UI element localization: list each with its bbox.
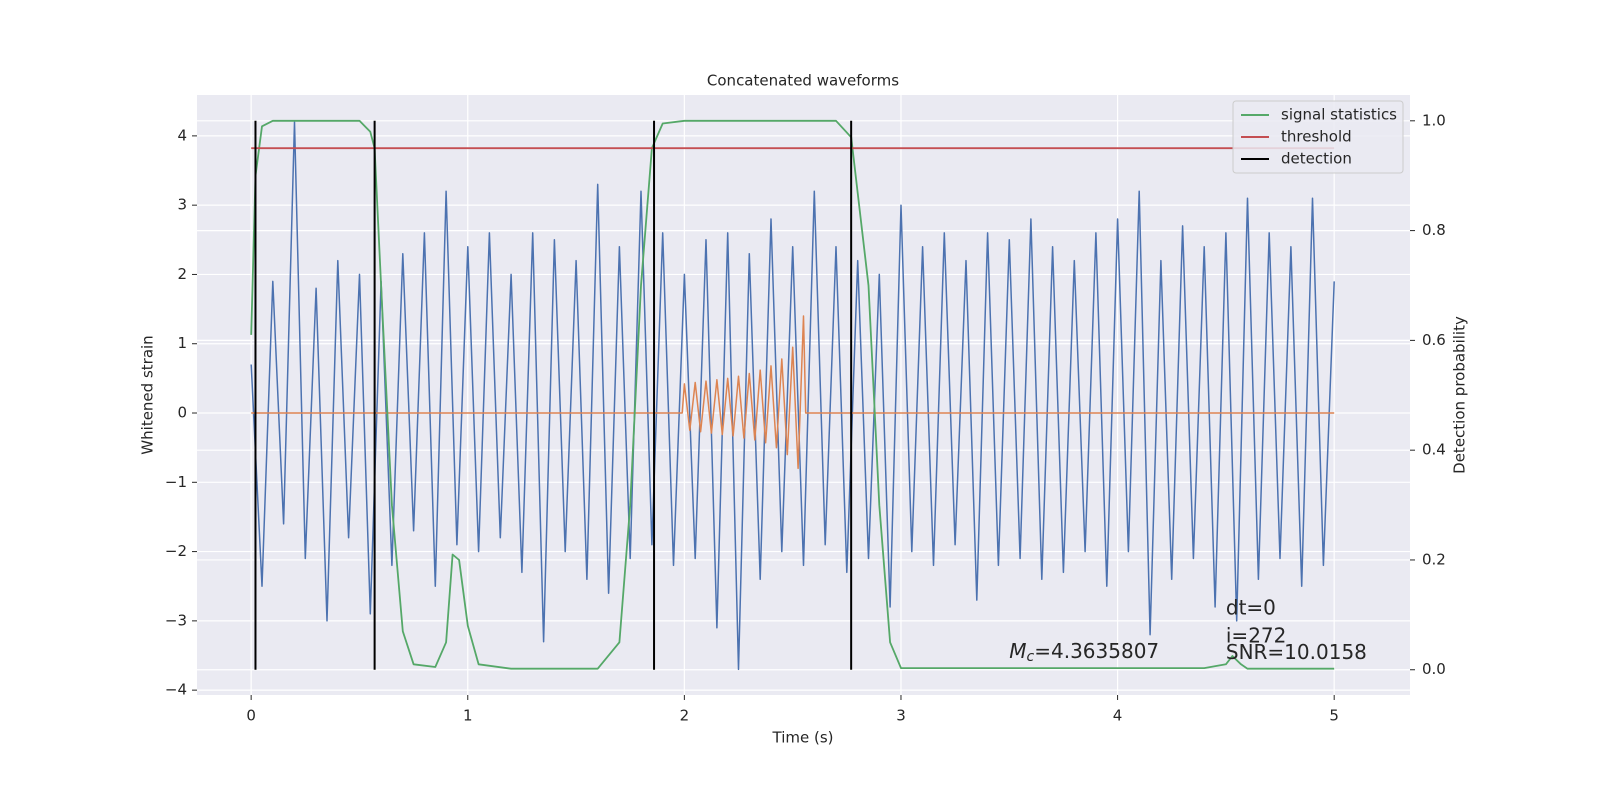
y-tick-label: 1	[177, 334, 187, 352]
y2-tick-label: 0.8	[1422, 221, 1446, 239]
y2-tick-label: 0.0	[1422, 660, 1446, 678]
y2-axis-label: Detection probability	[1451, 316, 1469, 474]
y2-tick-label: 0.6	[1422, 331, 1446, 349]
waveform	[250, 121, 1335, 671]
y-tick-label: −1	[165, 473, 187, 491]
y2-tick-label: 0.2	[1422, 550, 1446, 568]
waveform	[251, 315, 1335, 470]
y2-tick-label: 0.4	[1422, 441, 1446, 459]
y-tick-label: −3	[165, 611, 187, 629]
y-tick-label: −2	[165, 542, 187, 560]
y-tick-label: 0	[177, 404, 187, 422]
y-tick-label: 4	[177, 126, 187, 144]
x-tick-label: 0	[246, 707, 256, 725]
chart-title: Concatenated waveforms	[707, 72, 899, 90]
x-tick-label: 2	[680, 707, 690, 725]
marks	[250, 119, 1335, 671]
legend-label: detection	[1281, 150, 1352, 168]
x-tick-label: 5	[1329, 707, 1339, 725]
legend-label: signal statistics	[1281, 106, 1397, 124]
x-tick-label: 1	[463, 707, 473, 725]
x-axis-label: Time (s)	[772, 729, 834, 747]
y2-tick-label: 1.0	[1422, 111, 1446, 129]
x-tick-label: 3	[896, 707, 906, 725]
annotation-subscript: c	[1027, 649, 1035, 665]
annotation-symbol: M	[1009, 639, 1026, 663]
annotation: Mc=4.3635807	[1009, 639, 1159, 666]
legend-box	[1232, 100, 1404, 174]
y-tick-label: −4	[165, 681, 187, 699]
overlay: 0 1 2 3 4 5 −4 −3 −2 −1 0 1 2 3 4 0.0 0.2 0.4 0.6 0.8 1.0 sig…	[165, 100, 1446, 725]
annotation: dt=0	[1226, 596, 1276, 620]
y-axis-label: Whitened strain	[139, 335, 157, 454]
annotation: SNR=10.0158	[1226, 640, 1367, 664]
y-tick-label: 2	[177, 265, 187, 283]
x-tick-label: 4	[1113, 707, 1123, 725]
y-tick-label: 3	[177, 196, 187, 214]
annotation: i=272	[1226, 623, 1287, 647]
legend-label: threshold	[1281, 128, 1352, 146]
annotation-text: =4.3635807	[1034, 639, 1159, 663]
